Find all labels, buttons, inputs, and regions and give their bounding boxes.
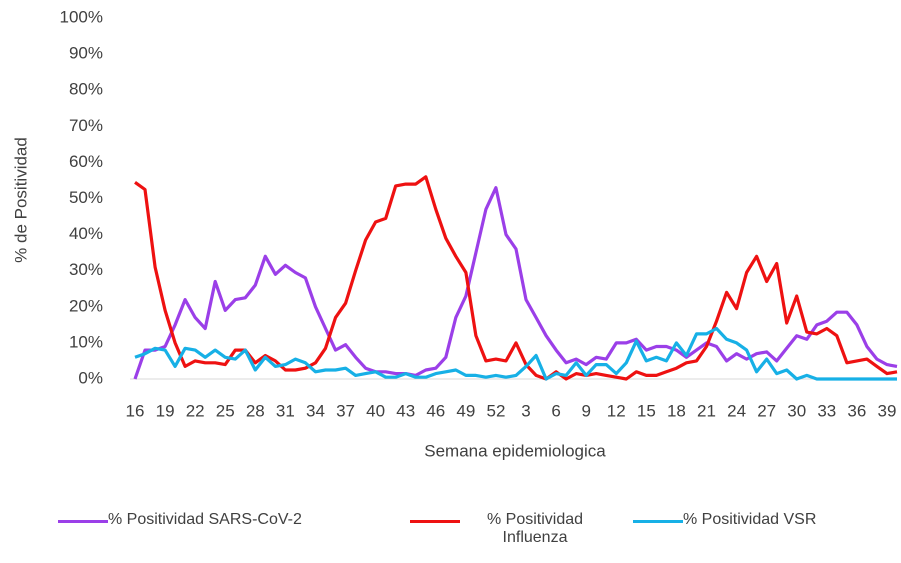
y-tick-label: 30%: [69, 260, 103, 279]
x-tick-label: 19: [156, 401, 175, 420]
legend-swatch: [633, 520, 683, 523]
x-tick-label: 22: [186, 401, 205, 420]
x-tick-label: 43: [396, 401, 415, 420]
legend-swatch: [58, 520, 108, 523]
x-tick-label: 21: [697, 401, 716, 420]
y-tick-label: 20%: [69, 296, 103, 315]
x-tick-label: 31: [276, 401, 295, 420]
legend-label: % Positividad SARS-CoV-2: [108, 511, 302, 528]
x-tick-label: 52: [486, 401, 505, 420]
x-tick-label: 46: [426, 401, 445, 420]
x-tick-label: 49: [456, 401, 475, 420]
x-tick-label: 15: [637, 401, 656, 420]
x-tick-label: 33: [817, 401, 836, 420]
x-tick-label: 25: [216, 401, 235, 420]
data-line: [134, 175, 898, 381]
x-tick-label: 12: [607, 401, 626, 420]
y-tick-label: 50%: [69, 188, 103, 207]
legend-swatch: [410, 520, 460, 523]
x-tick-label: 9: [581, 401, 590, 420]
x-tick-label: 28: [246, 401, 265, 420]
y-axis-title: % de Positividad: [11, 137, 30, 263]
legend-item: % Positividad Influenza: [410, 511, 610, 547]
chart: % de Positividad Semana epidemiologica 0…: [11, 7, 898, 460]
y-tick-label: 10%: [69, 332, 103, 351]
data-line: [133, 186, 898, 380]
legend-label: % Positividad VSR: [683, 511, 817, 528]
y-tick-label: 80%: [69, 80, 103, 99]
y-tick-label: 40%: [69, 224, 103, 243]
y-tick-label: 100%: [60, 7, 103, 26]
legend-item: % Positividad VSR: [633, 511, 816, 529]
y-tick-label: 60%: [69, 152, 103, 171]
y-tick-label: 70%: [69, 116, 103, 135]
x-tick-label: 18: [667, 401, 686, 420]
x-tick-label: 27: [757, 401, 776, 420]
x-tick-label: 30: [787, 401, 806, 420]
x-tick-label: 6: [551, 401, 560, 420]
legend-label: % Positividad Influenza: [486, 511, 584, 546]
y-tick-label: 90%: [69, 44, 103, 63]
legend-item: % Positividad SARS-CoV-2: [58, 511, 302, 529]
x-tick-label: 37: [336, 401, 355, 420]
y-tick-label: 0%: [78, 368, 103, 387]
x-tick-label: 39: [878, 401, 897, 420]
x-axis-title: Semana epidemiologica: [424, 441, 606, 460]
x-tick-label: 24: [727, 401, 746, 420]
data-line: [134, 326, 897, 381]
x-tick-label: 36: [847, 401, 866, 420]
x-tick-label: 34: [306, 401, 325, 420]
x-tick-label: 40: [366, 401, 385, 420]
x-tick-label: 16: [126, 401, 145, 420]
x-tick-label: 3: [521, 401, 530, 420]
